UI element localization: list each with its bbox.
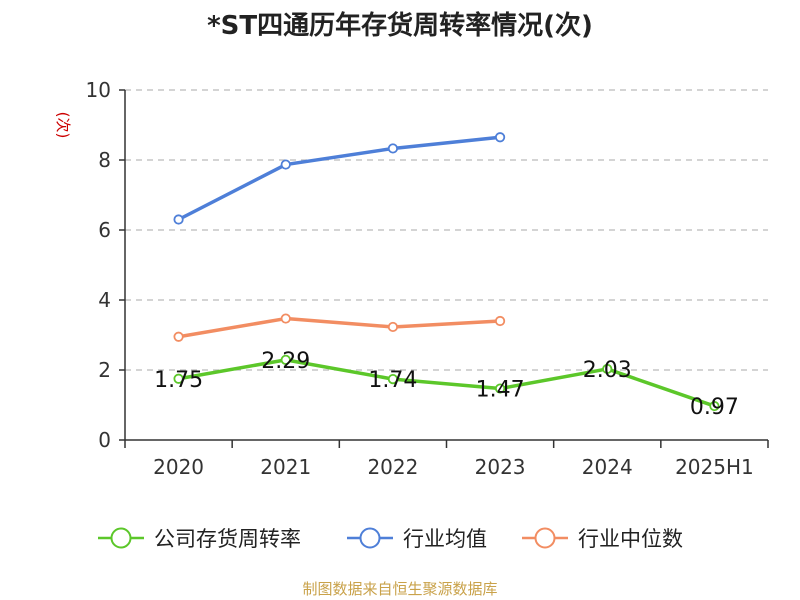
y-tick-label: 10 <box>86 78 111 102</box>
y-tick-label: 8 <box>98 148 111 172</box>
x-tick-label: 2022 <box>367 455 418 479</box>
source-note: 制图数据来自恒生聚源数据库 <box>302 580 497 598</box>
legend-label: 公司存货周转率 <box>154 527 301 551</box>
data-point <box>280 159 291 170</box>
data-point <box>280 354 291 365</box>
data-point <box>494 132 506 143</box>
legend-label: 行业均值 <box>403 527 487 551</box>
series-line <box>176 135 502 222</box>
x-tick-label: 2023 <box>475 455 526 479</box>
legend: 公司存货周转率 行业均值 行业中位数 <box>98 527 683 551</box>
data-point <box>173 331 184 342</box>
data-labels: 1.75 2.29 1.74 1.47 2.03 0.97 <box>154 349 739 420</box>
x-tick-label: 2024 <box>582 455 633 479</box>
data-label: 2.29 <box>261 349 310 374</box>
legend-marker <box>359 527 381 549</box>
data-point <box>494 315 506 327</box>
data-point <box>709 400 720 412</box>
legend-item[interactable]: 公司存货周转率 <box>98 527 301 551</box>
series-layer <box>173 132 720 412</box>
grid <box>125 89 768 371</box>
data-point <box>280 313 291 324</box>
series-2 <box>173 313 506 342</box>
data-label: 2.03 <box>583 358 632 383</box>
legend-marker <box>110 527 132 549</box>
series-line <box>176 316 502 339</box>
x-tick-label: 2020 <box>153 455 204 479</box>
data-point <box>494 383 506 394</box>
data-label: 1.74 <box>368 368 417 393</box>
y-tick-label: 2 <box>98 358 111 382</box>
data-label: 1.75 <box>154 368 203 393</box>
data-point <box>602 363 613 375</box>
data-point <box>387 143 399 154</box>
x-tick-label: 2025H1 <box>675 455 754 479</box>
series-0 <box>173 354 720 412</box>
data-point <box>173 214 184 225</box>
y-tick-label: 0 <box>98 428 111 452</box>
data-point <box>173 373 184 384</box>
legend-item[interactable]: 行业均值 <box>347 527 487 551</box>
x-tick-label: 2021 <box>260 455 311 479</box>
data-point <box>387 321 399 333</box>
legend-label: 行业中位数 <box>578 527 683 551</box>
chart-title: *ST四通历年存货周转率情况(次) <box>207 10 593 41</box>
y-tick-label: 6 <box>98 218 111 242</box>
legend-item[interactable]: 行业中位数 <box>522 527 683 551</box>
data-label: 1.47 <box>476 378 525 403</box>
axes: 0 2 4 6 8 10 2020 2021 2022 2023 2024 2025H1 <box>86 78 769 479</box>
series-1 <box>173 132 506 225</box>
y-tick-label: 4 <box>98 288 111 312</box>
y-axis-label: (次) <box>54 112 72 139</box>
data-point <box>387 373 399 385</box>
series-line <box>176 358 717 408</box>
legend-marker <box>534 527 556 549</box>
data-label: 0.97 <box>690 395 739 420</box>
